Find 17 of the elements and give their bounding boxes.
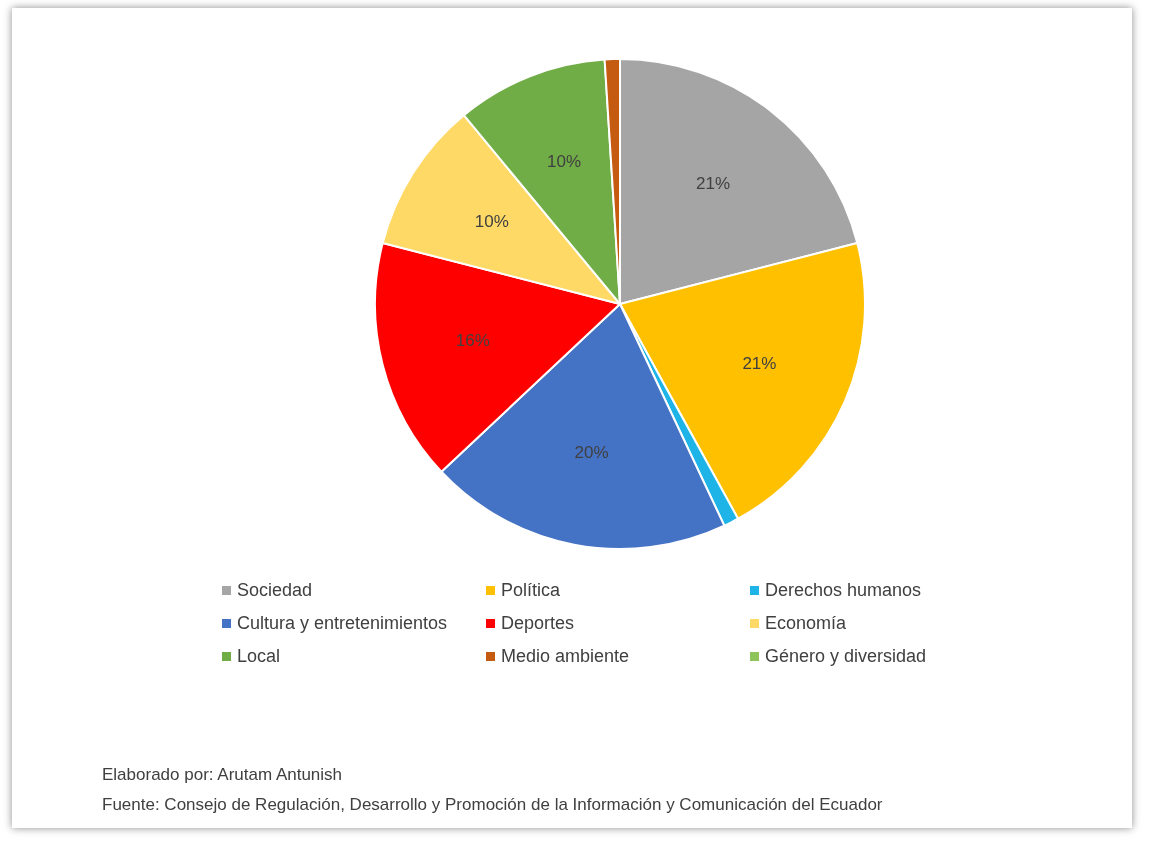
data-label: 10% (547, 152, 582, 172)
legend-label: Local (237, 646, 281, 667)
text: Elaborado por: Arutam Antunish (102, 764, 344, 786)
legend-label: Deportes (501, 613, 575, 634)
legend-label: Cultura y entretenimientos (237, 613, 448, 634)
data-label: 10% (474, 212, 509, 232)
legend-label: Sociedad (237, 580, 313, 601)
legend-label: Política (501, 580, 561, 601)
data-label: 20% (574, 442, 609, 462)
legend-label: Derechos humanos (765, 580, 922, 601)
source-note: Fuente: Consejo de Regulación, Desarrollo y Promoción de la Información y Comunicación del Ecuador (102, 794, 883, 816)
data-label: 16% (455, 331, 490, 351)
legend-label: Economía (765, 613, 847, 634)
legend-label: Medio ambiente (501, 646, 630, 667)
legend-label: Género y diversidad (765, 646, 927, 667)
data-label: 21% (742, 354, 777, 374)
data-label: 21% (696, 173, 731, 193)
